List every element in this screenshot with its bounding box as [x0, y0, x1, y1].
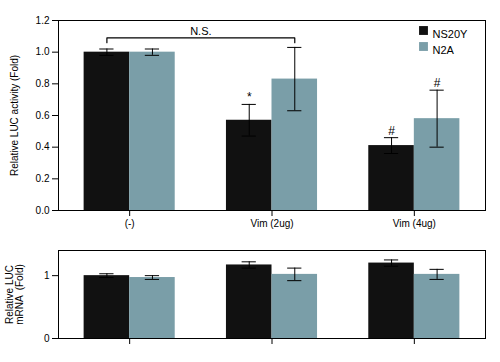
- svg-text:0.0: 0.0: [36, 205, 50, 216]
- svg-text:Vim (4ug): Vim (4ug): [393, 218, 436, 229]
- svg-text:Vim (2ug): Vim (2ug): [250, 218, 293, 229]
- svg-text:N2A: N2A: [433, 44, 455, 56]
- svg-text:0.2: 0.2: [36, 173, 50, 184]
- svg-text:#: #: [434, 76, 441, 90]
- svg-text:(-): (-): [125, 218, 135, 229]
- svg-text:NS20Y: NS20Y: [433, 28, 469, 40]
- svg-text:Relative LUC activity (Fold): Relative LUC activity (Fold): [9, 55, 20, 176]
- svg-text:1: 1: [44, 270, 50, 281]
- svg-text:1.0: 1.0: [36, 46, 50, 57]
- svg-text:0: 0: [44, 333, 50, 344]
- svg-text:#: #: [388, 124, 395, 138]
- svg-text:1.2: 1.2: [36, 15, 50, 26]
- svg-text:N.S.: N.S.: [190, 25, 211, 37]
- svg-text:0.6: 0.6: [36, 110, 50, 121]
- svg-text:0.8: 0.8: [36, 78, 50, 89]
- svg-text:*: *: [247, 90, 252, 104]
- svg-text:0.4: 0.4: [36, 141, 50, 152]
- svg-text:Relative LUCmRNA (Fold): Relative LUCmRNA (Fold): [4, 264, 25, 325]
